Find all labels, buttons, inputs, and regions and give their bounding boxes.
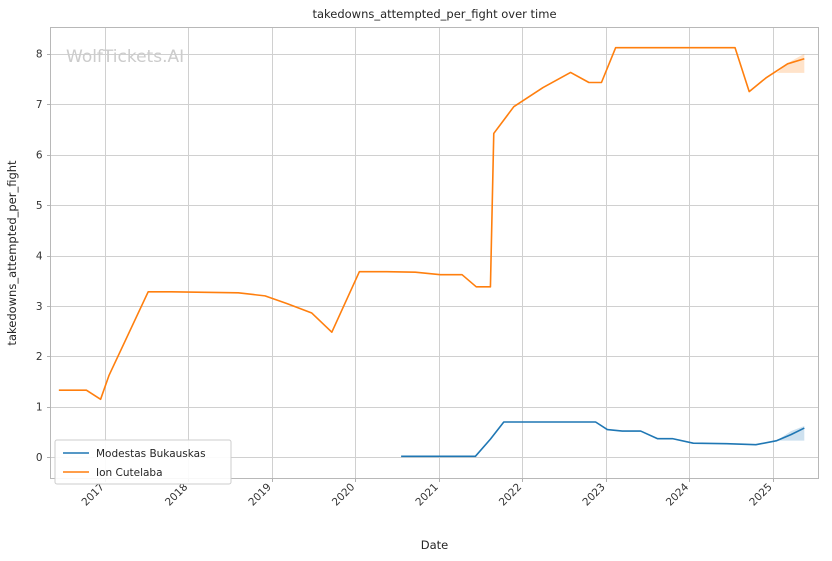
y-tick-label: 5 [36, 200, 43, 212]
watermark: WolfTickets.AI [66, 47, 184, 67]
y-tick-label: 8 [36, 49, 43, 61]
y-tick-label: 4 [36, 250, 43, 262]
x-tick-label: 2019 [246, 481, 273, 508]
plot-spines [50, 27, 819, 479]
x-tick-label: 2023 [580, 481, 607, 508]
x-tick-label: 2024 [664, 481, 692, 509]
x-tick-label: 2017 [79, 481, 106, 508]
y-tick-label: 1 [36, 402, 43, 414]
chart-title: takedowns_attempted_per_fight over time [312, 7, 556, 21]
x-tick-label: 2021 [413, 481, 440, 508]
legend-label-1: Ion Cutelaba [96, 467, 163, 479]
x-tick-label: 2020 [330, 481, 357, 508]
y-tick-label: 6 [36, 149, 43, 161]
y-tick-label: 3 [36, 301, 43, 313]
legend [54, 439, 232, 485]
y-tick-label: 2 [36, 351, 43, 363]
plot-background [50, 27, 819, 479]
x-tick-label: 2022 [497, 481, 524, 508]
x-axis-label: Date [421, 538, 449, 552]
y-tick-label: 0 [36, 452, 43, 464]
legend-label-0: Modestas Bukauskas [96, 448, 206, 460]
series-line-1 [58, 46, 805, 401]
y-axis-label: takedowns_attempted_per_fight [5, 160, 19, 346]
x-tick-label: 2018 [163, 481, 190, 508]
series-line-0 [401, 421, 805, 458]
y-tick-label: 7 [36, 99, 43, 111]
x-tick-label: 2025 [747, 481, 774, 508]
grid-lines [50, 27, 819, 479]
